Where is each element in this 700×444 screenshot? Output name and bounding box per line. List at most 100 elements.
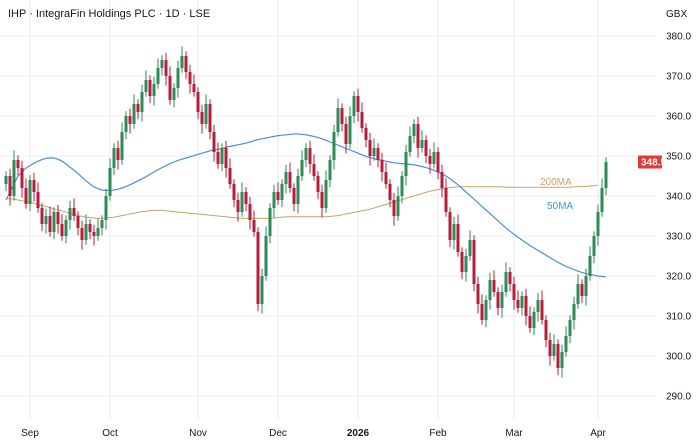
y-tick-label: 360.0 xyxy=(666,112,691,123)
candle xyxy=(388,179,392,208)
candle-body xyxy=(284,172,288,184)
candle xyxy=(236,192,240,222)
candle-body xyxy=(436,152,440,172)
candle xyxy=(556,339,560,376)
y-tick-label: 350.0 xyxy=(666,152,691,163)
candle-body xyxy=(192,84,196,92)
candle-body xyxy=(488,280,492,300)
candle xyxy=(320,184,324,218)
candle xyxy=(600,178,604,217)
candle xyxy=(312,154,316,181)
candle xyxy=(512,276,516,310)
candle xyxy=(248,196,252,230)
candle xyxy=(476,276,480,314)
candle-body xyxy=(108,168,112,196)
candle xyxy=(308,140,312,174)
candle xyxy=(296,168,300,214)
y-axis[interactable]: 380.0 370.0 360.0 350.0 340.0 330.0 320.0 310.0… xyxy=(666,32,691,403)
candle-body xyxy=(572,304,576,320)
candle-body xyxy=(280,184,284,200)
x-tick-label: Sep xyxy=(21,428,39,439)
candle xyxy=(108,158,112,201)
last-price-value: 348.5 xyxy=(641,158,666,169)
x-tick-label: Feb xyxy=(429,428,447,439)
candle xyxy=(292,183,296,212)
candle-body xyxy=(44,216,48,224)
candle xyxy=(516,290,520,313)
candle xyxy=(196,87,200,120)
candle xyxy=(44,208,48,234)
candle xyxy=(480,294,484,325)
candle-body xyxy=(380,160,384,172)
candle-body xyxy=(396,196,400,216)
candle xyxy=(432,142,436,169)
candle xyxy=(252,210,256,237)
candle-body xyxy=(384,172,388,184)
candle xyxy=(280,179,284,208)
candle-body xyxy=(260,276,264,304)
candle xyxy=(128,108,132,134)
candle-body xyxy=(344,124,348,144)
currency-label: GBX xyxy=(666,9,687,20)
candle xyxy=(164,52,168,86)
y-tick-label: 380.0 xyxy=(666,32,691,43)
candle-body xyxy=(220,148,224,164)
candle-body xyxy=(480,304,484,320)
candle-body xyxy=(484,300,488,320)
candle xyxy=(500,284,504,318)
candle-body xyxy=(520,296,524,308)
candle xyxy=(384,162,388,189)
candle-body xyxy=(196,92,200,112)
candle-body xyxy=(120,132,124,160)
candle-body xyxy=(144,80,148,92)
candle xyxy=(36,182,40,213)
candle xyxy=(168,66,172,105)
candle xyxy=(400,171,404,204)
candle-body xyxy=(180,56,184,68)
candle xyxy=(508,267,512,292)
candle-body xyxy=(440,172,444,188)
candle xyxy=(344,116,348,154)
candle xyxy=(176,60,180,98)
x-axis[interactable]: Sep Oct Nov Dec 2026 Feb Mar Apr xyxy=(21,428,606,439)
candle xyxy=(268,203,272,244)
candle-body xyxy=(312,164,316,176)
candle xyxy=(192,74,196,97)
candle-body xyxy=(588,256,592,276)
candle-body xyxy=(496,292,500,308)
candle xyxy=(560,344,564,378)
candle xyxy=(340,103,344,132)
candle xyxy=(492,270,496,297)
candle-body xyxy=(272,192,276,208)
candle xyxy=(356,88,360,122)
candle-body xyxy=(404,152,408,176)
candle-body xyxy=(360,112,364,128)
candle xyxy=(396,186,400,221)
candle-body xyxy=(580,284,584,296)
candle-body xyxy=(524,296,528,316)
candle-body xyxy=(4,176,8,184)
candle-body xyxy=(364,128,368,140)
candle xyxy=(16,155,20,176)
candle-body xyxy=(340,108,344,124)
candle-body xyxy=(212,132,216,152)
candle xyxy=(464,248,468,282)
candle-body xyxy=(532,312,536,328)
candle-body xyxy=(428,156,432,164)
candle xyxy=(148,75,152,104)
candle xyxy=(172,83,176,108)
candle-body xyxy=(476,284,480,304)
candle xyxy=(372,138,376,161)
candle xyxy=(596,204,600,246)
candle-body xyxy=(560,352,564,368)
candle xyxy=(352,91,356,124)
candle xyxy=(132,94,136,129)
candle-body xyxy=(16,160,20,168)
candle-body xyxy=(92,232,96,236)
x-tick-label: 2026 xyxy=(347,428,370,439)
candle xyxy=(392,192,396,226)
candle xyxy=(364,123,368,148)
candle xyxy=(216,142,220,169)
candle-body xyxy=(576,284,580,304)
